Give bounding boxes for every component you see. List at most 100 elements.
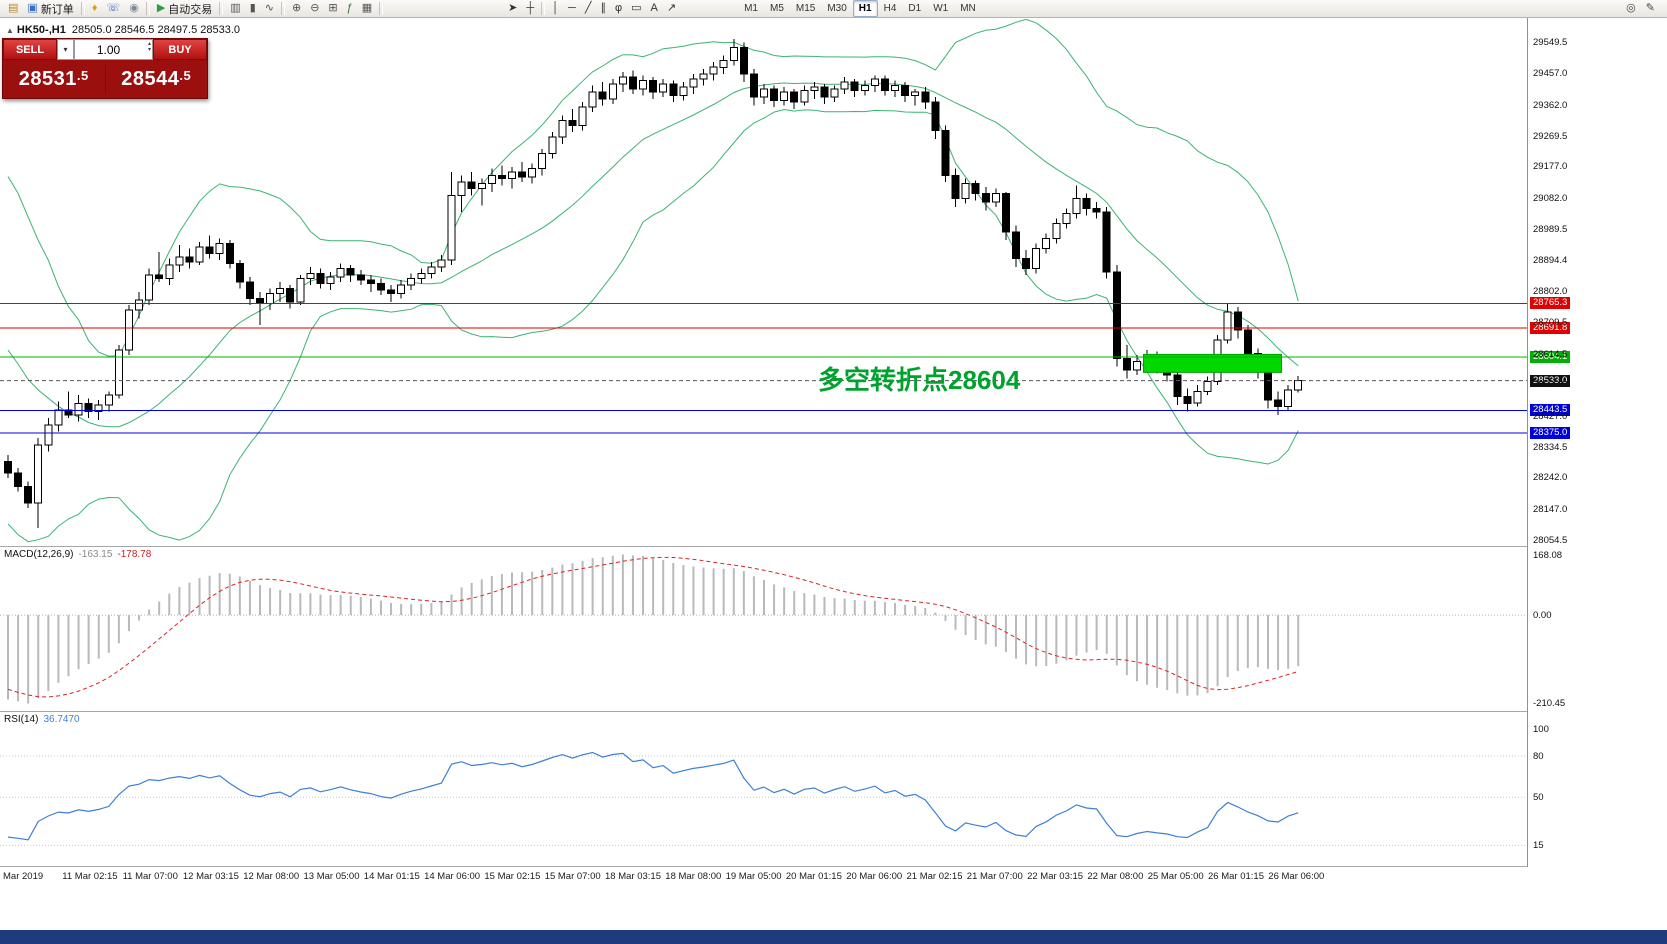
- time-axis-label: 11 Mar 02:15: [62, 871, 118, 882]
- price-axis-label: 28802.0: [1533, 286, 1568, 298]
- trendline-icon[interactable]: ╱: [581, 0, 596, 17]
- zoom-in-button[interactable]: ⊕: [288, 0, 305, 17]
- timeframe-w1[interactable]: W1: [933, 3, 949, 14]
- indicators-icon: ƒ: [346, 2, 353, 14]
- chart-window-icon: ▤: [8, 2, 19, 14]
- rsi-axis-label: 50: [1533, 792, 1544, 804]
- price-axis-label: 28242.0: [1533, 472, 1568, 484]
- toolbar-separator: [145, 2, 150, 15]
- time-axis[interactable]: Mar 2019 11 Mar 02:15 11 Mar 07:00 12 Mar 0…: [0, 867, 1527, 890]
- buy-price[interactable]: 28544.5: [121, 67, 192, 90]
- quick-edit-icon[interactable]: ✎: [1642, 0, 1659, 17]
- time-axis-label: 19 Mar 05:00: [725, 871, 782, 882]
- templates-icon[interactable]: ▦: [358, 0, 376, 17]
- toolbar-group-zoom: ⊕ ⊖ ⊞ ƒ ▦: [288, 0, 376, 17]
- price-axis-label: 28894.4: [1533, 255, 1568, 267]
- vertical-line-icon[interactable]: │: [548, 0, 563, 17]
- rsi-indicator[interactable]: [0, 712, 1527, 866]
- candlestick-chart-icon[interactable]: ▮: [246, 0, 260, 17]
- tile-windows-icon[interactable]: ⊞: [324, 0, 341, 17]
- toolbar-group-cursor: ➤ ┼: [504, 0, 538, 17]
- community-icon: ◉: [129, 2, 139, 14]
- buy-button[interactable]: BUY: [153, 39, 207, 60]
- price-axis-label: 29269.5: [1533, 130, 1568, 142]
- bollinger-bands: [7, 18, 1299, 543]
- macd-axis-label: 0.00: [1533, 610, 1552, 622]
- price-axis[interactable]: 28765.3 28691.8 28604.1 28443.5 28375.0 28533…: [1527, 18, 1667, 867]
- price-axis-label: 28709.5: [1533, 316, 1568, 328]
- time-axis-label: 14 Mar 01:15: [363, 871, 420, 882]
- timeframe-h1[interactable]: H1: [852, 0, 878, 17]
- time-axis-label: 25 Mar 05:00: [1147, 871, 1204, 882]
- autotrading-icon: ▶: [156, 2, 166, 14]
- current-price-tag: 28533.0: [1530, 374, 1571, 387]
- time-axis-label: 15 Mar 02:15: [484, 871, 541, 882]
- sell-button[interactable]: SELL: [3, 39, 57, 60]
- mobile-phone-icon[interactable]: ☏: [102, 0, 124, 17]
- macd-indicator[interactable]: [0, 547, 1527, 711]
- fibonacci-icon[interactable]: φ: [611, 0, 626, 17]
- text-icon[interactable]: A: [647, 0, 662, 17]
- timeframe-m30[interactable]: M30: [827, 3, 847, 14]
- collapse-widget-icon[interactable]: ▲: [6, 26, 14, 35]
- time-axis-label: 12 Mar 03:15: [182, 871, 239, 882]
- timeframe-m1[interactable]: M1: [744, 3, 758, 14]
- bollinger-upper-line: [7, 18, 1299, 357]
- toolbar-group-objects: │ ─ ╱ ∥ φ ▭ A ↗: [548, 0, 680, 17]
- time-axis-label: 14 Mar 06:00: [424, 871, 481, 882]
- bar-chart-icon[interactable]: ▥: [226, 0, 244, 17]
- toolbar-group-autotrading: ▶ 自动交易: [153, 0, 216, 17]
- crosshair-icon[interactable]: ┼: [522, 0, 538, 17]
- timeframe-m5[interactable]: M5: [769, 3, 784, 14]
- volume-spinner[interactable]: ▴ ▾: [148, 41, 151, 53]
- toolbar-group-file: ▤ ▣ 新订单: [4, 0, 78, 17]
- autotrading-button[interactable]: ▶ 自动交易: [153, 0, 216, 17]
- timeframe-d1[interactable]: D1: [908, 3, 922, 14]
- spin-down-icon[interactable]: ▾: [147, 47, 151, 53]
- price-axis-label: 28334.5: [1533, 441, 1568, 453]
- bollinger-lower-line: [7, 108, 1299, 543]
- price-level-tag: 28604.1: [1530, 350, 1571, 363]
- cursor-icon[interactable]: ➤: [504, 0, 521, 17]
- toolbar-separator: [219, 2, 224, 15]
- spin-up-icon[interactable]: ▴: [147, 41, 151, 47]
- arrows-icon: ↗: [666, 2, 677, 14]
- new-order-button[interactable]: ▣ 新订单: [23, 0, 77, 17]
- chart-window-icon[interactable]: ▤: [4, 0, 22, 17]
- time-axis-label: 11 Mar 07:00: [122, 871, 178, 882]
- volume-dropdown-button[interactable]: ▾: [57, 39, 74, 60]
- zoom-out-button[interactable]: ⊖: [306, 0, 323, 17]
- horizontal-line-icon[interactable]: ─: [564, 0, 580, 17]
- alerts-icon[interactable]: ♦: [88, 0, 102, 17]
- price-level-tag: 28443.5: [1530, 404, 1571, 417]
- macd-axis-label: -210.45: [1533, 698, 1566, 709]
- vertical-line-icon: │: [552, 2, 560, 14]
- templates-icon: ▦: [361, 2, 373, 14]
- autotrading-button-label: 自动交易: [168, 3, 213, 16]
- volume-input[interactable]: [75, 40, 152, 59]
- timeframe-h4[interactable]: H4: [883, 3, 897, 14]
- horizontal-line-icon: ─: [568, 2, 576, 14]
- price-axis-label: 29549.5: [1533, 37, 1568, 49]
- search-icon[interactable]: ◎: [1622, 0, 1640, 17]
- highlight-rectangle[interactable]: [1143, 353, 1282, 373]
- status-bar: [0, 930, 1667, 944]
- timeframe-mn[interactable]: MN: [960, 3, 976, 14]
- candlestick-chart-icon: ▮: [249, 2, 256, 14]
- community-icon[interactable]: ◉: [125, 0, 143, 17]
- toolbar-right: ◎ ✎: [1622, 0, 1663, 17]
- channel-icon[interactable]: ∥: [596, 0, 610, 17]
- time-axis-label: 12 Mar 08:00: [243, 871, 300, 882]
- line-chart-icon[interactable]: ∿: [261, 0, 278, 17]
- macd-axis-label: 168.08: [1533, 550, 1563, 561]
- chart-title: ▲ HK50-,H1 28505.0 28546.5 28497.5 28533.0: [6, 24, 240, 36]
- sell-price[interactable]: 28531.5: [18, 67, 89, 90]
- indicators-icon[interactable]: ƒ: [343, 0, 357, 17]
- timeframe-m15[interactable]: M15: [795, 3, 816, 14]
- shapes-icon[interactable]: ▭: [627, 0, 645, 17]
- chart-annotation-text[interactable]: 多空转折点28604: [818, 365, 1021, 395]
- arrows-icon[interactable]: ↗: [663, 0, 680, 17]
- candlestick-chart[interactable]: [0, 18, 1527, 546]
- toolbar-group-charttype: ▥ ▮ ∿: [226, 0, 278, 17]
